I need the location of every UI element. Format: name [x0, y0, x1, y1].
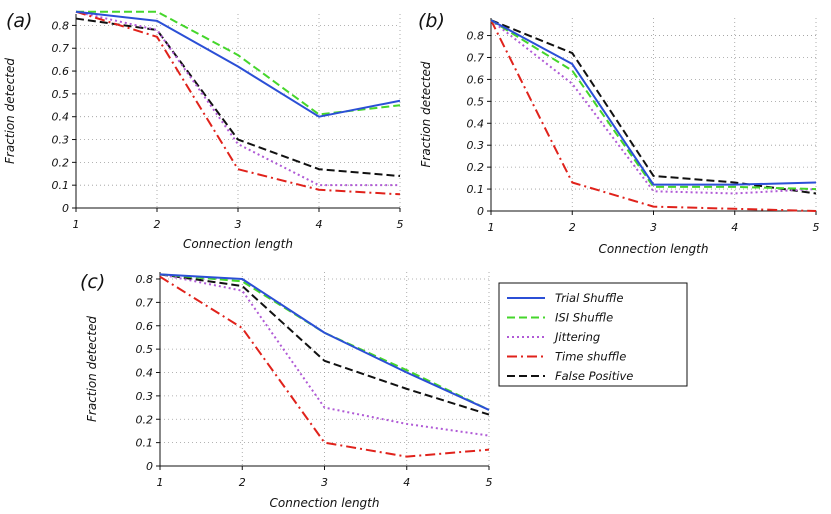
legend-label-time-shuffle: Time shuffle — [555, 350, 626, 364]
y-tick-label: 0.7 — [52, 42, 70, 55]
x-tick-label: 2 — [239, 476, 246, 489]
y-tick-label: 0.4 — [136, 367, 154, 380]
y-tick-label: 0.6 — [136, 320, 154, 333]
x-tick-label: 4 — [403, 476, 410, 489]
x-tick-label: 5 — [486, 476, 493, 489]
series-line-false-positive — [490, 19, 817, 195]
panel-label: (c) — [80, 271, 105, 293]
x-tick-label: 4 — [731, 221, 738, 234]
y-tick-label: 0.8 — [467, 30, 485, 43]
series-line-jittering — [75, 10, 400, 187]
y-tick-label: 0.3 — [136, 390, 154, 403]
panel-label: (a) — [6, 10, 32, 32]
x-tick-label: 1 — [157, 476, 164, 489]
panel-label: (b) — [418, 10, 445, 32]
legend-label-jittering: Jittering — [553, 330, 600, 344]
series-line-false-positive — [75, 17, 401, 178]
x-tick-label: 5 — [397, 218, 404, 231]
y-axis-title: Fraction detected — [419, 61, 433, 167]
x-tick-label: 2 — [569, 221, 576, 234]
series-line-time-shuffle — [490, 19, 817, 212]
series-line-trial-shuffle — [490, 19, 817, 186]
y-tick-label: 0.5 — [52, 88, 70, 101]
y-axis-title: Fraction detected — [85, 316, 99, 422]
y-tick-label: 0.6 — [467, 73, 485, 86]
y-tick-label: 0.2 — [467, 161, 485, 174]
series-line-jittering — [490, 19, 817, 195]
y-tick-label: 0.2 — [52, 156, 70, 169]
y-tick-label: 0.7 — [467, 51, 485, 64]
x-tick-label: 5 — [813, 221, 820, 234]
y-tick-label: 0.4 — [52, 111, 70, 124]
series-line-isi-shuffle — [159, 273, 490, 411]
x-tick-label: 3 — [235, 218, 242, 231]
series-line-isi-shuffle — [490, 19, 817, 191]
series-line-jittering — [159, 273, 490, 437]
legend: Trial Shuffle ISI Shuffle Jittering Time sh… — [498, 282, 688, 387]
y-tick-label: 0 — [62, 202, 69, 215]
y-tick-label: 0.8 — [136, 273, 154, 286]
y-tick-label: 0.1 — [52, 179, 70, 192]
series-line-false-positive — [159, 273, 490, 416]
x-tick-label: 2 — [154, 218, 161, 231]
legend-label-isi-shuffle: ISI Shuffle — [555, 311, 613, 325]
series-line-trial-shuffle — [159, 273, 490, 411]
y-tick-label: 0.1 — [467, 183, 485, 196]
x-tick-label: 4 — [316, 218, 323, 231]
series-line-trial-shuffle — [75, 10, 401, 118]
legend-label-trial-shuffle: Trial Shuffle — [555, 291, 623, 305]
y-tick-label: 0 — [146, 460, 153, 473]
y-tick-label: 0.6 — [52, 65, 70, 78]
y-tick-label: 0.3 — [467, 139, 485, 152]
x-axis-title: Connection length — [183, 237, 293, 251]
legend-label-false-positive: False Positive — [555, 369, 633, 383]
legend-box — [498, 282, 688, 387]
x-tick-label: 1 — [73, 218, 80, 231]
x-axis-title: Connection length — [270, 496, 380, 510]
y-tick-label: 0.7 — [136, 296, 154, 309]
y-tick-label: 0.5 — [136, 343, 154, 356]
y-tick-label: 0 — [477, 205, 484, 218]
y-tick-label: 0.1 — [136, 437, 154, 450]
x-axis-title: Connection length — [599, 242, 709, 256]
y-tick-label: 0.3 — [52, 134, 70, 147]
panel-b: 0 0.1 0.2 0.3 0.4 0.5 0.6 0.7 0.8 1 2 3 4 5 Connection… — [418, 10, 820, 256]
x-tick-label: 3 — [650, 221, 657, 234]
y-tick-label: 0.2 — [136, 413, 154, 426]
y-tick-label: 0.5 — [467, 95, 485, 108]
series-line-time-shuffle — [159, 275, 490, 458]
panel-c: 0 0.1 0.2 0.3 0.4 0.5 0.6 0.7 0.8 1 2 3 4 5 Connection… — [80, 271, 493, 510]
x-tick-label: 3 — [321, 476, 328, 489]
y-axis-title: Fraction detected — [3, 58, 17, 164]
x-tick-label: 1 — [488, 221, 495, 234]
y-tick-label: 0.4 — [467, 117, 485, 130]
y-tick-label: 0.8 — [52, 19, 70, 32]
panel-a: 0 0.1 0.2 0.3 0.4 0.5 0.6 0.7 0.8 1 2 3 4 5 Connection… — [3, 10, 404, 251]
